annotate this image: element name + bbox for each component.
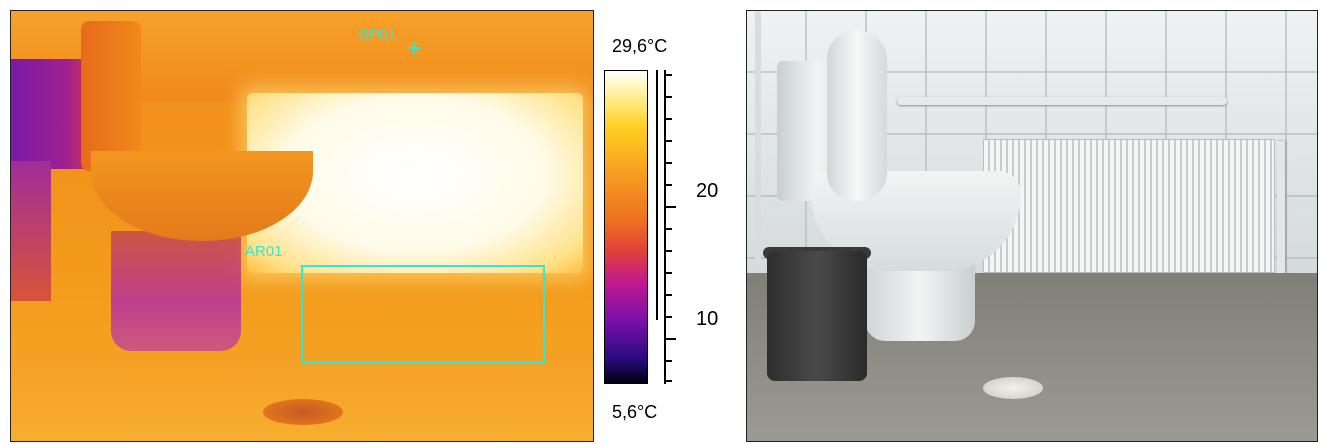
photo-hose <box>755 11 761 271</box>
thermal-toilet-pedestal <box>111 231 241 351</box>
scale-tick <box>664 118 672 120</box>
scale-tick <box>664 338 676 340</box>
scale-tick <box>664 162 672 164</box>
scale-tick <box>664 184 672 186</box>
scale-tick <box>664 140 672 142</box>
scale-range-bracket <box>656 70 658 320</box>
scale-tick <box>664 206 676 208</box>
scale-tick <box>664 272 672 274</box>
scale-tick-label: 10 <box>696 308 719 330</box>
photo-horizontal-pipe <box>897 97 1227 105</box>
visual-photo <box>746 10 1318 442</box>
thermal-toilet-tank <box>11 59 91 169</box>
scale-max-label: 29,6°C <box>612 36 668 56</box>
scale-tick <box>664 380 672 382</box>
scale-axis <box>664 70 666 384</box>
color-scale-bar <box>604 70 648 384</box>
thermal-floor-drain <box>263 399 343 425</box>
thermal-floor <box>11 351 593 441</box>
scale-tick <box>664 228 672 230</box>
scale-tick <box>664 96 672 98</box>
photo-toilet-lid <box>827 31 887 201</box>
spot-label: SP01 <box>359 27 396 44</box>
thermal-cold-edge <box>11 161 51 301</box>
photo-floor-drain <box>983 377 1043 399</box>
scale-tick-label: 20 <box>696 180 719 202</box>
photo-vertical-pipe <box>1277 141 1285 301</box>
measurement-area-box[interactable] <box>301 265 545 363</box>
photo-radiator <box>983 139 1275 273</box>
scale-min-label: 5,6°C <box>612 402 658 422</box>
scale-tick <box>664 316 672 318</box>
scale-tick <box>664 360 672 362</box>
thermal-toilet-lid <box>81 21 141 171</box>
scale-tick <box>664 74 672 76</box>
photo-trash-bin <box>767 251 867 381</box>
area-label: AR01 <box>245 243 283 260</box>
scale-tick <box>664 250 672 252</box>
scale-tick <box>664 294 672 296</box>
thermal-image: SP01 AR01 <box>10 10 594 442</box>
spot-crosshair-icon[interactable] <box>407 41 421 55</box>
